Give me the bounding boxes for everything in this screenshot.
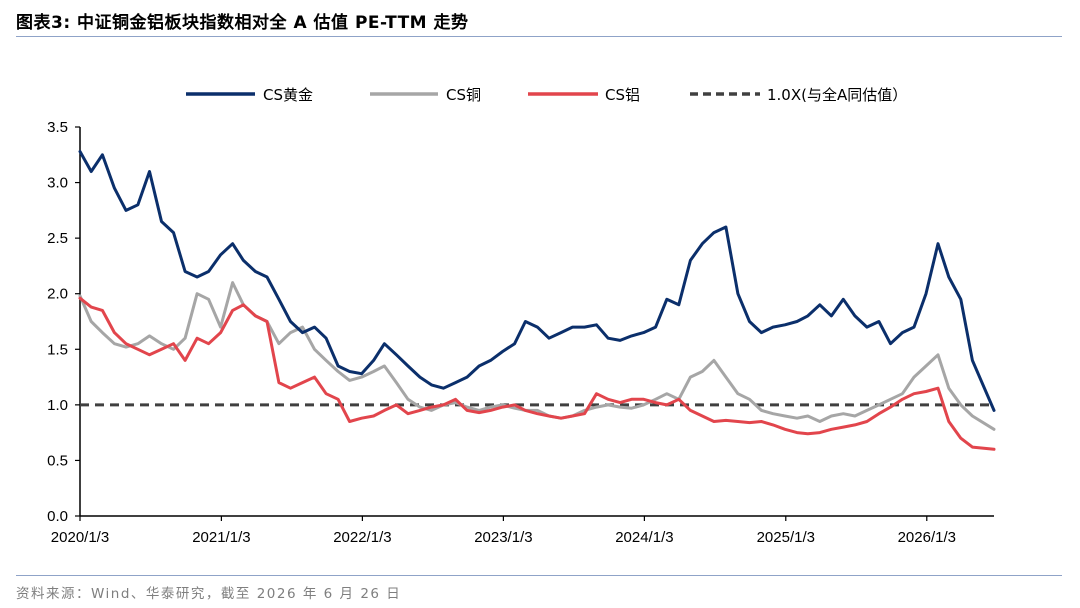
x-tick-label: 2023/1/3	[474, 529, 532, 546]
series-line-1	[78, 281, 996, 431]
chart-legend: CS黄金 CS铜 CS铝 1.0X(与全A同估值）	[186, 86, 907, 104]
footer-divider	[16, 575, 1062, 576]
legend-label: CS铝	[605, 86, 640, 104]
y-tick-label: 0.5	[47, 452, 68, 469]
figure-title: 图表3: 中证铜金铝板块指数相对全 A 估值 PE-TTM 走势	[16, 13, 469, 33]
chart-series	[78, 150, 996, 451]
x-tick-label: 2022/1/3	[333, 529, 391, 546]
series-line-0	[78, 150, 996, 412]
legend-label: 1.0X(与全A同估值）	[767, 86, 907, 104]
legend-label: CS铜	[446, 86, 481, 104]
source-note: 资料来源：Wind、华泰研究，截至 2026 年 6 月 26 日	[16, 586, 402, 602]
y-tick-label: 1.5	[47, 341, 68, 358]
x-tick-label: 2026/1/3	[898, 529, 956, 546]
y-tick-label: 3.5	[47, 119, 68, 136]
series-line-2	[78, 296, 996, 451]
x-tick-label: 2025/1/3	[757, 529, 815, 546]
legend-label: CS黄金	[263, 86, 313, 104]
title-divider	[16, 36, 1062, 37]
x-tick-label: 2021/1/3	[192, 529, 250, 546]
figure-title-bar: 图表3: 中证铜金铝板块指数相对全 A 估值 PE-TTM 走势	[16, 8, 1062, 38]
y-tick-label: 2.0	[47, 286, 68, 303]
y-tick-label: 1.0	[47, 397, 68, 414]
y-tick-label: 3.0	[47, 175, 68, 192]
x-tick-label: 2024/1/3	[615, 529, 673, 546]
y-tick-label: 0.0	[47, 508, 68, 525]
x-tick-label: 2020/1/3	[51, 529, 109, 546]
chart-axes: 0.0 0.5 1.0 1.5 2.0 2.5 3.0 3.5 2020/1/3 2021/1/3…	[47, 119, 994, 546]
y-tick-label: 2.5	[47, 230, 68, 247]
